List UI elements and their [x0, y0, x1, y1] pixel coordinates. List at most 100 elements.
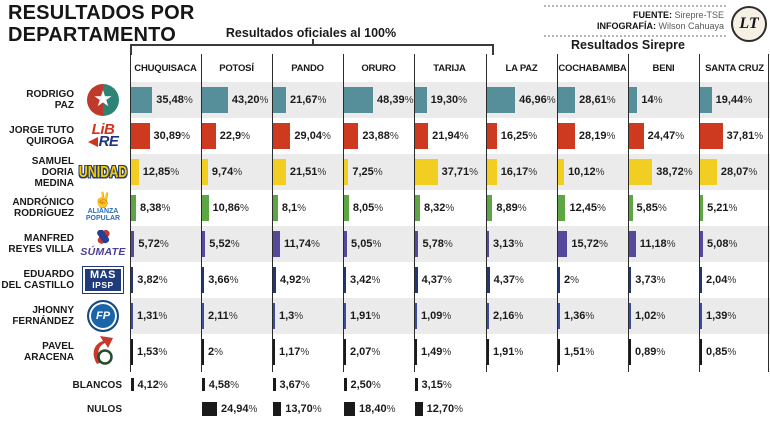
column-divider	[768, 54, 769, 372]
bar-0-4	[415, 87, 427, 113]
value-label: 16,17%	[500, 166, 538, 178]
column-header-2: PANDO	[291, 62, 324, 74]
bar-7-4	[415, 339, 417, 365]
value-label: 0,85%	[706, 346, 737, 358]
value-label: 21,51%	[289, 166, 327, 178]
bar-6-4	[415, 303, 417, 329]
value-label: 4,37%	[421, 274, 452, 286]
value-label: 23,88%	[362, 130, 399, 142]
value-label: 22,9%	[219, 130, 251, 142]
bar-1-0	[131, 123, 150, 149]
candidate-logo-slot: ✌ ALIANZA POPULAR	[77, 190, 129, 226]
candidate-name: JHONNY FERNÁNDEZ	[12, 305, 74, 327]
value-label: 2,50%	[350, 379, 381, 391]
bar-5-6	[558, 267, 560, 293]
value-label: 4,37%	[493, 274, 524, 286]
candidate-logo-slot: SÚMATE	[77, 226, 129, 262]
column-divider	[628, 54, 629, 372]
candidate-logo-slot: ★	[77, 82, 129, 118]
candidate-logo-slot	[77, 334, 129, 370]
value-label: 3,66%	[208, 274, 239, 286]
bar-4-3	[344, 231, 348, 257]
bar-4-4	[415, 231, 419, 257]
bar-0-5	[487, 87, 516, 113]
official-results-bracket	[130, 39, 494, 55]
bar-3-1	[202, 195, 209, 221]
value-label: 2%	[564, 274, 580, 286]
hand-icon: ✌	[93, 191, 113, 209]
bar-7-7	[629, 339, 631, 365]
column-header-5: LA PAZ	[505, 62, 538, 74]
value-label: 12,70%	[426, 403, 464, 415]
bar-0-7	[629, 87, 638, 113]
value-label: 1,49%	[421, 346, 452, 358]
sirepre-results-label: Resultados Sirepre	[571, 38, 685, 52]
column-divider	[201, 54, 202, 372]
bar-5-4	[415, 267, 418, 293]
bar-1-5	[487, 123, 497, 149]
value-label: 9,74%	[211, 166, 243, 178]
bar-1-6	[558, 123, 575, 149]
candidate-name: PAVEL ARACENA	[24, 341, 74, 363]
row-stripe	[130, 82, 770, 118]
libre-logo: LiB RE	[87, 122, 119, 149]
column-header-7: BENI	[652, 62, 675, 74]
bar-4-2	[273, 231, 281, 257]
aracena-party-logo	[90, 335, 116, 370]
bar-1-4	[415, 123, 429, 149]
value-label: 24,94%	[220, 403, 258, 415]
fuerza-del-pueblo-logo: FP	[87, 300, 119, 332]
value-label: 29,04%	[294, 130, 331, 142]
value-label: 30,89%	[153, 130, 190, 142]
newspaper-logo: LT	[731, 6, 767, 42]
value-label: 15,72%	[571, 238, 608, 250]
value-label: 18,40%	[359, 403, 396, 415]
bar-6-5	[487, 303, 489, 329]
source-value: Sirepre-TSE	[674, 10, 724, 20]
value-label: 46,96%	[519, 94, 556, 106]
bar-6-0	[131, 303, 133, 329]
candidate-name: SAMUEL DORIA MEDINA	[31, 155, 74, 189]
value-label: 5,85%	[636, 202, 667, 214]
candidate-logo-slot: MAS IPSP	[77, 262, 129, 298]
nulos-label: NULOS	[87, 403, 122, 415]
bar-1-2	[273, 123, 291, 149]
value-label: 2,16%	[493, 310, 524, 322]
value-label: 1,31%	[137, 310, 168, 322]
bar-7-3	[344, 339, 346, 365]
candidate-name: JORGE TUTO QUIROGA	[9, 125, 74, 147]
bracket-tick	[312, 39, 314, 46]
bar-7-1	[202, 339, 204, 365]
bar-0-2	[273, 87, 286, 113]
bar-5-3	[344, 267, 347, 293]
column-divider	[486, 54, 487, 372]
value-label: 4,12%	[137, 379, 168, 391]
bar-4-0	[131, 231, 135, 257]
bar-1-7	[629, 123, 644, 149]
blancos-label: BLANCOS	[72, 379, 122, 391]
candidate-name: MANFRED REYES VILLA	[8, 233, 74, 255]
value-label: 28,19%	[578, 130, 616, 142]
source-line: FUENTE: Sirepre-TSE	[546, 10, 724, 21]
value-label: 37,71%	[441, 166, 479, 178]
bar-nulos-2	[273, 402, 282, 416]
candidate-name: RODRIGO PAZ	[26, 89, 74, 111]
bar-2-0	[131, 159, 139, 185]
value-label: 10,12%	[568, 166, 605, 178]
value-label: 1,39%	[706, 310, 737, 322]
bar-3-2	[273, 195, 278, 221]
star-icon: ★	[93, 86, 113, 111]
column-header-4: TARIJA	[433, 62, 466, 74]
curved-arrow-icon	[93, 335, 113, 365]
source-box: FUENTE: Sirepre-TSE INFOGRAFÍA: Wilson C…	[544, 5, 726, 37]
bar-nulos-4	[415, 402, 423, 416]
candidate-name: EDUARDO DEL CASTILLO	[1, 269, 74, 291]
value-label: 8,1%	[281, 202, 307, 214]
infografia-line: INFOGRAFÍA: Wilson Cahuaya	[546, 21, 724, 32]
candidate-logo-slot: UNIDAD	[77, 154, 129, 190]
row-stripe	[130, 154, 770, 190]
value-label: 8,89%	[496, 202, 527, 214]
bar-2-4	[415, 159, 438, 185]
